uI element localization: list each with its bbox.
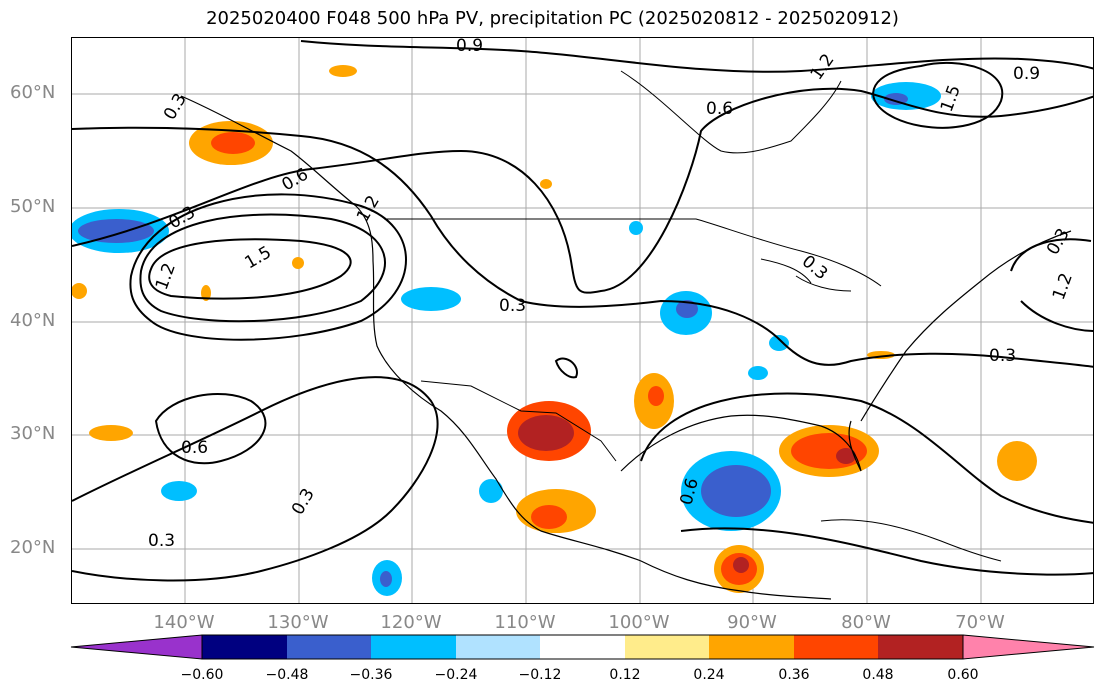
colorbar-tick: 0.12	[609, 667, 641, 683]
contour-label: 0.9	[1013, 64, 1040, 84]
negative-anomaly-patches	[72, 82, 941, 596]
colorbar-bin	[794, 635, 878, 659]
pv-contour-1-5-west	[148, 238, 352, 300]
us-canada-border	[384, 218, 882, 287]
contour-label: 0.6	[181, 438, 208, 458]
positive-anomaly-patches	[72, 65, 1037, 593]
pv-contours	[72, 40, 1093, 582]
colorbar-bin	[625, 635, 709, 659]
anomaly-neg-baja	[479, 479, 503, 503]
contour-label: 0.3	[288, 485, 319, 518]
coastlines-borders	[180, 70, 1072, 600]
lon-label-70w: 70°W	[955, 612, 1005, 633]
colorbar-tick: −0.12	[518, 667, 562, 683]
contour-label: 0.9	[456, 38, 483, 56]
contour-label: 1.2	[1049, 270, 1077, 302]
pv-contour-0-3-southeast	[680, 527, 1093, 576]
lon-label-80w: 80°W	[841, 612, 891, 633]
colorbar-tick: −0.60	[180, 667, 224, 683]
pv-contour-0-6-south	[154, 393, 267, 465]
contour-label: 0.3	[499, 296, 526, 316]
colorbar-tick: 0.24	[693, 667, 725, 683]
east-coast	[860, 230, 1072, 422]
colorbar-bin	[456, 635, 540, 659]
contour-label: 1.2	[152, 260, 180, 292]
contour-label: 0.3	[989, 346, 1016, 366]
lat-label-50: 50°N	[10, 196, 56, 217]
anomaly-pos-atlantic	[997, 441, 1037, 481]
pv-contour-0-6-gulf	[640, 392, 1093, 524]
great-lakes	[760, 258, 852, 292]
lon-label-110w: 110°W	[494, 612, 556, 633]
anomaly-neg-great-basin	[401, 287, 461, 311]
lat-label-20: 20°N	[10, 537, 56, 558]
contour-label: 0.3	[798, 252, 832, 285]
colorbar-extend-high	[962, 634, 1095, 660]
colorbar-bin	[202, 635, 287, 659]
pv-contour-0-6	[72, 87, 1093, 294]
contour-label: 1.5	[937, 82, 965, 114]
lat-label-40: 40°N	[10, 310, 56, 331]
contour-label: 1.5	[242, 242, 275, 273]
pv-contour-0-9-north	[300, 40, 1093, 73]
colorbar-tick: −0.48	[265, 667, 309, 683]
lon-label-100w: 100°W	[608, 612, 670, 633]
colorbar-extend-low	[70, 634, 203, 660]
pv-contour-0-3-north	[72, 126, 1093, 368]
contour-label: 0.3	[160, 90, 191, 123]
colorbar-tick: −0.36	[349, 667, 393, 683]
pv-contour-0-9-west	[129, 193, 407, 341]
pv-contour-east	[1010, 238, 1093, 332]
colorbar-svg	[70, 634, 1095, 660]
gulf-coast	[620, 414, 862, 472]
contour-label: 0.6	[706, 99, 733, 119]
cuba	[820, 519, 1002, 562]
colorbar-bin	[371, 635, 456, 659]
us-mexico-border	[420, 380, 617, 462]
lon-label-120w: 120°W	[380, 612, 442, 633]
west-coast	[180, 95, 832, 600]
anomaly-neg-pacific-25n	[161, 481, 197, 501]
colorbar-bin	[878, 635, 963, 659]
pv-contour-north	[872, 62, 1004, 129]
contour-label: 1.2	[353, 192, 384, 225]
colorbar	[0, 633, 1105, 667]
colorbar-tick: 0.60	[947, 667, 979, 683]
contour-label: 0.3	[1043, 225, 1074, 258]
pv-contour-0-3-south	[72, 376, 439, 582]
colorbar-bin	[287, 635, 371, 659]
colorbar-tick: 0.48	[862, 667, 894, 683]
colorbar-bin	[709, 635, 794, 659]
anomaly-pos-pacific-30n	[89, 425, 133, 441]
pv-contour-1-2-west	[139, 213, 386, 323]
map-canvas: 0.9 1.2 0.9 1.5 0.6 0.3 0.6 0.3 1.2 1.5 …	[72, 38, 1093, 603]
colorbar-tick: 0.36	[778, 667, 810, 683]
lon-label-130w: 130°W	[267, 612, 329, 633]
map-panel: 0.9 1.2 0.9 1.5 0.6 0.3 0.6 0.3 1.2 1.5 …	[71, 37, 1094, 604]
contour-label: 0.3	[148, 531, 175, 551]
colorbar-bin	[540, 635, 625, 659]
colorbar-tick: −0.24	[434, 667, 478, 683]
hudson-bay	[620, 70, 842, 154]
contour-label: 1.2	[807, 50, 839, 84]
lat-label-30: 30°N	[10, 423, 56, 444]
lat-label-60: 60°N	[10, 82, 56, 103]
map-title: 2025020400 F048 500 hPa PV, precipitatio…	[206, 8, 899, 29]
lon-label-140w: 140°W	[153, 612, 215, 633]
lon-label-90w: 90°W	[727, 612, 777, 633]
